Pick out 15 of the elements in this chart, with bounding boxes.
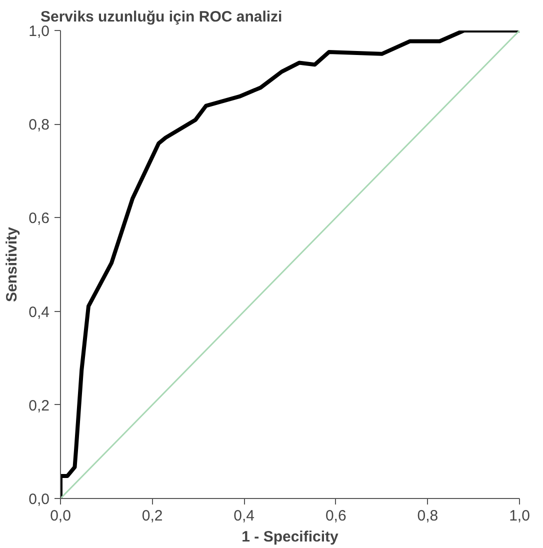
y-tick-label: 0,6 bbox=[28, 210, 50, 228]
x-tick-label: 0,8 bbox=[417, 508, 438, 524]
x-tick-label: 0,6 bbox=[325, 508, 346, 524]
x-axis-title: 1 - Specificity bbox=[242, 528, 340, 546]
y-tick-label: 0,4 bbox=[28, 304, 50, 321]
x-tick-label: 0,2 bbox=[142, 508, 163, 524]
y-tick-label: 1,0 bbox=[28, 23, 50, 40]
y-tick-label: 0,8 bbox=[28, 116, 50, 134]
chart-title: Serviks uzunluğu için ROC analizi bbox=[40, 8, 282, 26]
x-tick-label: 0,0 bbox=[50, 508, 71, 524]
x-tick-label: 1,0 bbox=[509, 508, 530, 524]
y-tick-label: 0,2 bbox=[28, 397, 50, 414]
x-tick-label: 0,4 bbox=[234, 508, 255, 524]
y-axis-title: Sensitivity bbox=[4, 226, 21, 302]
y-tick-label: 0,0 bbox=[28, 491, 50, 508]
